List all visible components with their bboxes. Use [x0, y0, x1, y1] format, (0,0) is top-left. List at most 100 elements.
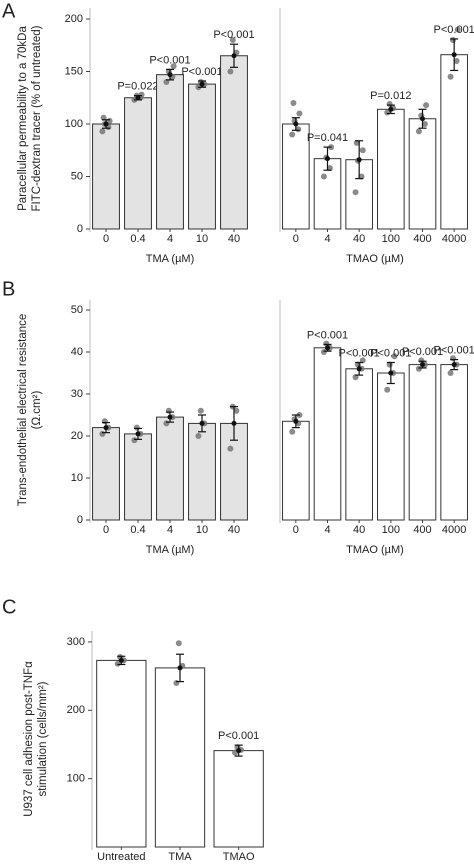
data-point [101, 418, 108, 425]
x-tick-label: 0 [293, 233, 299, 245]
data-point [359, 147, 366, 154]
x-tick-label: 4000 [442, 524, 466, 536]
x-tick-label: 40 [228, 524, 240, 536]
data-point [289, 131, 296, 138]
bar [92, 427, 120, 521]
mean-dot [135, 95, 141, 101]
x-tick-label: 4 [167, 233, 173, 245]
data-point [165, 407, 172, 414]
x-tick-label: 4 [324, 233, 330, 245]
data-point [175, 640, 182, 647]
mean-dot [356, 366, 362, 372]
data-point [423, 102, 430, 109]
x-tick-label: 0 [103, 524, 109, 536]
y-tick-label: 0 [77, 223, 83, 235]
p-value: P<0.001 [213, 29, 254, 41]
data-point [197, 407, 204, 414]
x-tick-label: 400 [413, 233, 431, 245]
panel-label: C [2, 596, 16, 618]
mean-dot [356, 157, 362, 163]
y-tick-label: 100 [67, 773, 85, 785]
x-tick-label: 10 [196, 524, 208, 536]
bar [440, 364, 468, 521]
x-tick-label: 10 [196, 233, 208, 245]
bar [282, 420, 310, 521]
data-point [227, 68, 234, 75]
y-axis-label: Trans-endothelial electrical resistance [17, 314, 29, 507]
data-point [421, 121, 428, 127]
bar [408, 118, 437, 230]
y-tick-label: 50 [71, 170, 83, 182]
p-value: P<0.001 [218, 730, 259, 742]
mean-dot [199, 420, 205, 426]
data-point [100, 114, 107, 121]
mean-dot [388, 106, 394, 112]
mean-dot [199, 81, 205, 87]
p-value: P=0.012 [370, 90, 411, 102]
x-tick-label: 100 [382, 233, 400, 245]
y-tick-label: 100 [65, 118, 83, 130]
p-value: P<0.001 [149, 54, 190, 66]
x-axis-label: TMA (µM) [146, 253, 195, 265]
data-point [384, 386, 391, 393]
data-point [290, 100, 297, 106]
x-tick-label: 400 [413, 524, 431, 536]
data-point [454, 26, 461, 33]
data-point [296, 110, 303, 117]
data-point [99, 128, 106, 135]
x-tick-label: 100 [382, 524, 400, 536]
p-value: P<0.001 [434, 24, 474, 36]
y-tick-label: 10 [71, 472, 83, 484]
data-point [163, 420, 170, 427]
mean-dot [135, 431, 141, 437]
x-tick-label: TMA [168, 851, 192, 863]
data-point [229, 37, 236, 43]
data-point [391, 353, 398, 360]
mean-dot [420, 362, 425, 368]
y-tick-label: 150 [65, 65, 83, 77]
data-point [289, 428, 296, 435]
x-tick-label: 0 [293, 524, 299, 536]
bar [440, 54, 468, 230]
mean-dot [388, 370, 394, 376]
data-point [320, 173, 327, 180]
data-point [320, 349, 327, 355]
y-tick-label: 50 [71, 304, 83, 316]
p-value: P=0.041 [307, 132, 348, 144]
bar [220, 55, 248, 230]
p-value: P<0.001 [307, 329, 348, 341]
x-tick-label: Untreated [97, 851, 145, 863]
mean-dot [177, 665, 183, 671]
bar [282, 123, 310, 230]
x-tick-label: 0 [103, 233, 109, 245]
x-axis-label: TMA (µM) [146, 544, 195, 556]
data-point [352, 189, 359, 196]
mean-dot [103, 425, 109, 431]
y-tick-label: 200 [67, 704, 85, 716]
data-point [447, 370, 454, 376]
data-point [195, 433, 202, 439]
data-point [447, 73, 454, 80]
mean-dot [167, 414, 173, 420]
x-tick-label: 4000 [442, 233, 466, 245]
x-tick-label: 40 [353, 524, 365, 536]
y-axis-label: (Ω.cm²) [31, 391, 43, 430]
bar [188, 422, 216, 521]
y-tick-label: 30 [71, 388, 83, 400]
mean-dot [231, 53, 237, 59]
mean-dot [231, 420, 237, 426]
data-point [453, 58, 460, 64]
data-point [131, 437, 138, 444]
y-axis-label: U937 cell adhesion post-TNFα [23, 661, 35, 817]
x-tick-label: 0.4 [130, 524, 145, 536]
y-tick-label: 0 [77, 514, 83, 526]
data-point [170, 63, 177, 70]
bar [377, 108, 405, 230]
bar [124, 97, 152, 230]
mean-dot [293, 418, 299, 424]
panel-label: A [2, 0, 16, 22]
p-value: P<0.001 [181, 66, 222, 78]
y-tick-label: 40 [71, 346, 83, 358]
bar [156, 74, 184, 230]
